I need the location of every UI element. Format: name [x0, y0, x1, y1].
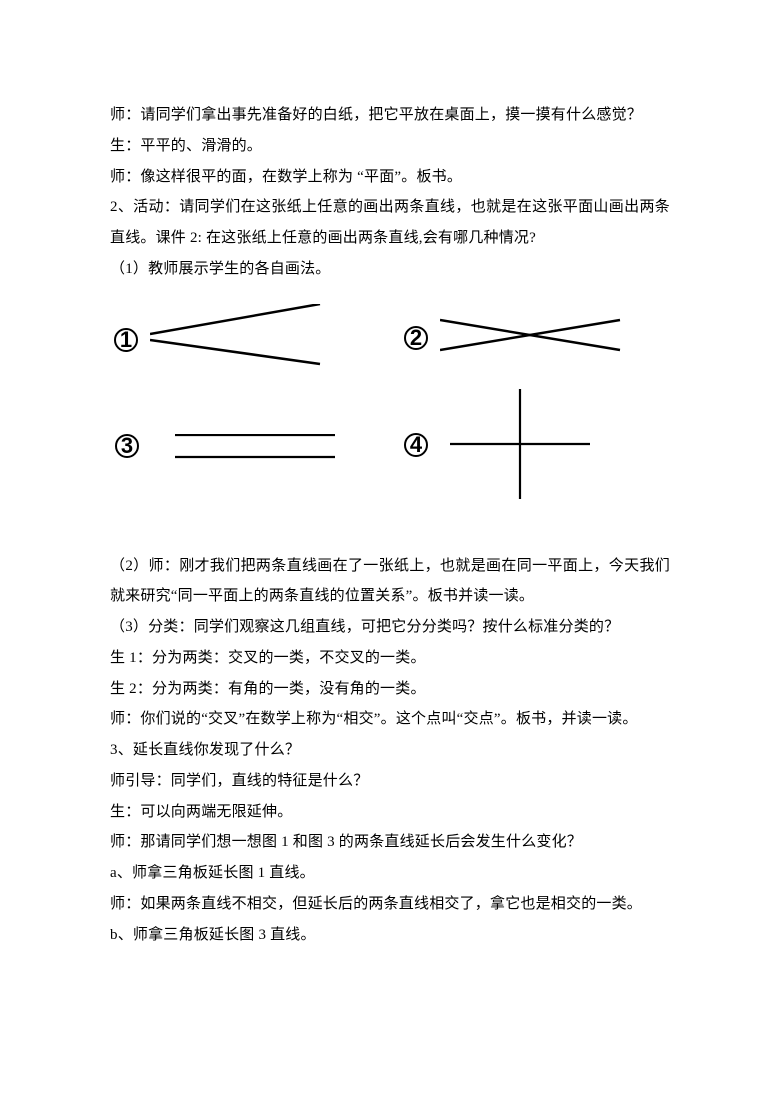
paragraph: 师：你们说的“交叉”在数学上称为“相交”。这个点叫“交点”。板书，并读一读。 [110, 704, 670, 735]
paragraph: 生 2：分为两类：有角的一类，没有角的一类。 [110, 674, 670, 705]
figures-grid: 1 2 3 4 [110, 299, 670, 519]
figure-3: 3 [175, 434, 340, 460]
figure-4: 4 [450, 389, 595, 504]
paragraph: 师：那请同学们想一想图 1 和图 3 的两条直线延长后会发生什么变化？ [110, 827, 670, 858]
paragraph: （2）师：刚才我们把两条直线画在了一张纸上，也就是画在同一平面上，今天我们就来研… [110, 551, 670, 613]
parallel-lines-icon [175, 434, 340, 460]
paragraph: b、师拿三角板延长图 3 直线。 [110, 920, 670, 951]
paragraph: a、师拿三角板延长图 1 直线。 [110, 858, 670, 889]
paragraph: 2、活动：请同学们在这张纸上任意的画出两条直线，也就是在这张平面山画出两条直线。… [110, 192, 670, 254]
paragraph: （3）分类：同学们观察这几组直线，可把它分分类吗？按什么标准分类的？ [110, 612, 670, 643]
figure-2: 2 [440, 314, 625, 356]
paragraph: 师：像这样很平的面，在数学上称为 “平面”。板书。 [110, 162, 670, 193]
figure-label-2: 2 [404, 326, 428, 350]
paragraph: （1）教师展示学生的各自画法。 [110, 254, 670, 285]
paragraph: 生：平平的、滑滑的。 [110, 131, 670, 162]
paragraph: 3、延长直线你发现了什么？ [110, 735, 670, 766]
paragraph: 师引导：同学们，直线的特征是什么？ [110, 766, 670, 797]
paragraph: 生：可以向两端无限延伸。 [110, 797, 670, 828]
diverging-lines-icon [150, 304, 325, 369]
figure-label-4: 4 [404, 433, 428, 457]
crossing-lines-icon [440, 314, 625, 356]
figure-label-3: 3 [115, 434, 139, 458]
document-page: 师：请同学们拿出事先准备好的白纸，把它平放在桌面上，摸一摸有什么感觉？ 生：平平… [0, 0, 780, 1103]
figure-1: 1 [150, 304, 325, 369]
perpendicular-cross-icon [450, 389, 595, 504]
figure-label-1: 1 [114, 328, 138, 352]
paragraph: 师：请同学们拿出事先准备好的白纸，把它平放在桌面上，摸一摸有什么感觉？ [110, 100, 670, 131]
paragraph: 师：如果两条直线不相交，但延长后的两条直线相交了，拿它也是相交的一类。 [110, 889, 670, 920]
paragraph: 生 1：分为两类：交叉的一类，不交叉的一类。 [110, 643, 670, 674]
